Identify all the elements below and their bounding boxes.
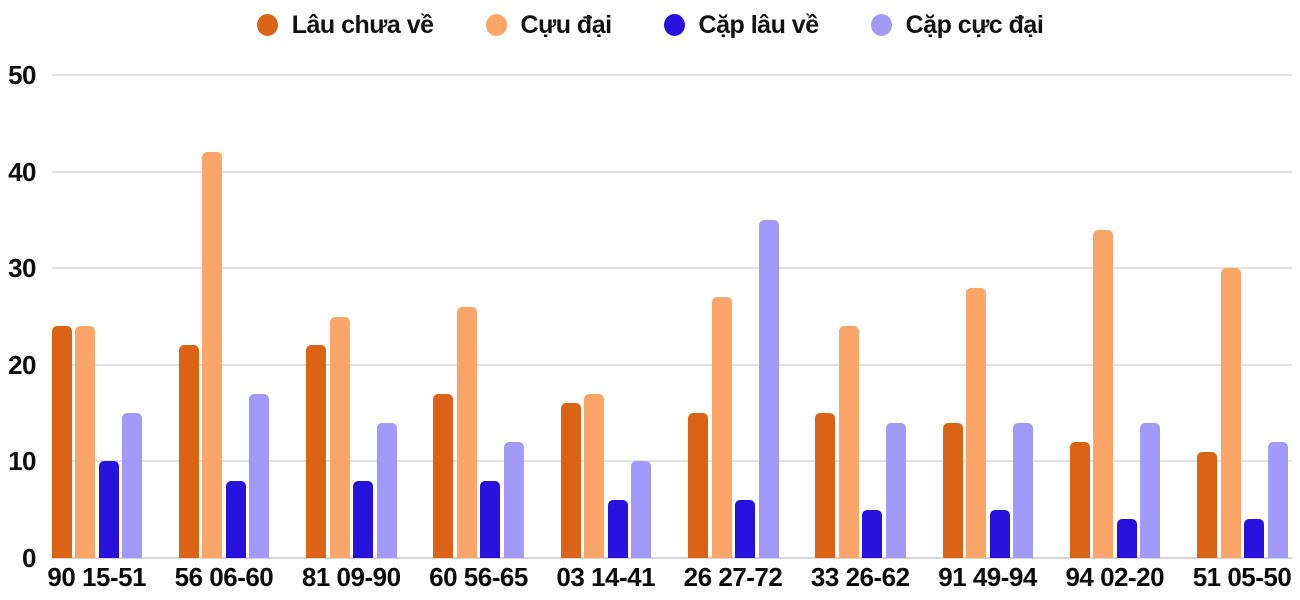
y-axis-tick-0: 0 <box>22 543 36 573</box>
gridline-40 <box>52 170 1292 173</box>
bar-cap-lau-ve-51-05-50[interactable] <box>1244 519 1265 558</box>
bar-cap-lau-ve-33-26-62[interactable] <box>862 509 883 558</box>
x-axis-tick-94-02-20: 94 02-20 <box>1065 562 1165 592</box>
bar-cuu-ai-56-06-60[interactable] <box>202 152 223 558</box>
bar-cap-cuc-ai-81-09-90[interactable] <box>376 422 397 558</box>
y-axis-tick-20: 20 <box>8 349 36 380</box>
legend-label: Cựu đại <box>520 10 613 39</box>
bar-cuu-ai-03-14-41[interactable] <box>584 393 605 558</box>
bar-lau-chua-ve-90-15-51[interactable] <box>51 326 72 558</box>
bar-cap-lau-ve-56-06-60[interactable] <box>225 480 246 558</box>
x-axis-tick-91-49-94: 91 49-94 <box>938 562 1037 592</box>
bar-cap-cuc-ai-51-05-50[interactable] <box>1267 442 1288 558</box>
gridline-30 <box>52 267 1292 270</box>
bar-cap-lau-ve-60-56-65[interactable] <box>480 480 501 558</box>
bar-cap-lau-ve-91-49-94[interactable] <box>989 509 1010 558</box>
legend-dot-icon <box>663 14 685 36</box>
bar-cuu-ai-81-09-90[interactable] <box>329 316 350 558</box>
y-axis-tick-50: 50 <box>8 60 36 90</box>
gridline-50 <box>52 74 1292 76</box>
bar-cap-lau-ve-94-02-20[interactable] <box>1116 519 1137 558</box>
bar-cap-cuc-ai-60-56-65[interactable] <box>503 442 524 558</box>
legend-item-lau-chua-ve[interactable]: Lâu chưa về <box>256 10 434 40</box>
bar-lau-chua-ve-60-56-65[interactable] <box>433 393 454 558</box>
bar-cap-lau-ve-81-09-90[interactable] <box>353 480 374 558</box>
bar-lau-chua-ve-91-49-94[interactable] <box>942 422 963 558</box>
chart-legend: Lâu chưa về Cựu đại Cặp lâu về Cặp cực đại <box>0 6 1300 44</box>
gridline-10 <box>52 460 1292 463</box>
legend-dot-icon <box>256 14 278 36</box>
legend-item-cuu-ai[interactable]: Cựu đại <box>485 10 613 40</box>
y-axis-tick-10: 10 <box>8 446 36 477</box>
bar-cap-cuc-ai-26-27-72[interactable] <box>758 219 779 558</box>
bar-cuu-ai-26-27-72[interactable] <box>711 297 732 558</box>
bar-lau-chua-ve-33-26-62[interactable] <box>815 413 836 558</box>
x-axis-tick-03-14-41: 03 14-41 <box>556 562 656 592</box>
bar-cap-lau-ve-26-27-72[interactable] <box>735 500 755 558</box>
bar-cuu-ai-51-05-50[interactable] <box>1220 268 1241 558</box>
bar-lau-chua-ve-03-14-41[interactable] <box>560 403 581 558</box>
gridline-20 <box>52 363 1292 366</box>
legend-label: Cặp cực đại <box>905 10 1044 39</box>
x-axis-tick-81-09-90: 81 09-90 <box>301 562 401 592</box>
bar-lau-chua-ve-81-09-90[interactable] <box>306 345 327 558</box>
legend-label: Cặp lâu về <box>698 10 820 39</box>
x-axis-tick-60-56-65: 60 56-65 <box>429 562 528 592</box>
bar-cuu-ai-60-56-65[interactable] <box>456 306 477 558</box>
bar-cuu-ai-91-49-94[interactable] <box>966 287 987 558</box>
legend-dot-icon <box>485 14 507 36</box>
bar-cap-cuc-ai-56-06-60[interactable] <box>249 393 270 558</box>
legend-label: Lâu chưa về <box>291 10 434 39</box>
bar-cuu-ai-94-02-20[interactable] <box>1093 229 1114 558</box>
x-axis-tick-33-26-62: 33 26-62 <box>810 562 910 592</box>
bar-cap-lau-ve-03-14-41[interactable] <box>607 500 628 558</box>
x-axis-tick-56-06-60: 56 06-60 <box>174 562 274 592</box>
gridline-0 <box>52 557 1292 559</box>
bar-cuu-ai-33-26-62[interactable] <box>838 326 859 558</box>
bar-lau-chua-ve-94-02-20[interactable] <box>1069 442 1090 558</box>
bar-cap-lau-ve-90-15-51[interactable] <box>98 461 119 558</box>
legend-dot-icon <box>870 14 892 36</box>
bar-cuu-ai-90-15-51[interactable] <box>75 326 96 558</box>
x-axis-tick-51-05-50: 51 05-50 <box>1192 562 1292 592</box>
bar-cap-cuc-ai-91-49-94[interactable] <box>1013 422 1034 558</box>
bar-cap-cuc-ai-94-02-20[interactable] <box>1140 422 1161 558</box>
bar-lau-chua-ve-26-27-72[interactable] <box>688 413 708 558</box>
legend-item-cap-cuc-ai[interactable]: Cặp cực đại <box>870 10 1044 40</box>
bar-cap-cuc-ai-33-26-62[interactable] <box>885 422 906 558</box>
y-axis-tick-40: 40 <box>8 156 36 187</box>
bar-cap-cuc-ai-03-14-41[interactable] <box>631 461 652 558</box>
bar-cap-cuc-ai-90-15-51[interactable] <box>122 413 143 558</box>
x-axis-tick-26-27-72: 26 27-72 <box>683 562 783 592</box>
legend-item-cap-lau-ve[interactable]: Cặp lâu về <box>663 10 820 40</box>
x-axis-tick-90-15-51: 90 15-51 <box>47 562 147 592</box>
bar-lau-chua-ve-56-06-60[interactable] <box>178 345 199 558</box>
bar-lau-chua-ve-51-05-50[interactable] <box>1197 451 1218 558</box>
y-axis-tick-30: 30 <box>8 253 36 284</box>
